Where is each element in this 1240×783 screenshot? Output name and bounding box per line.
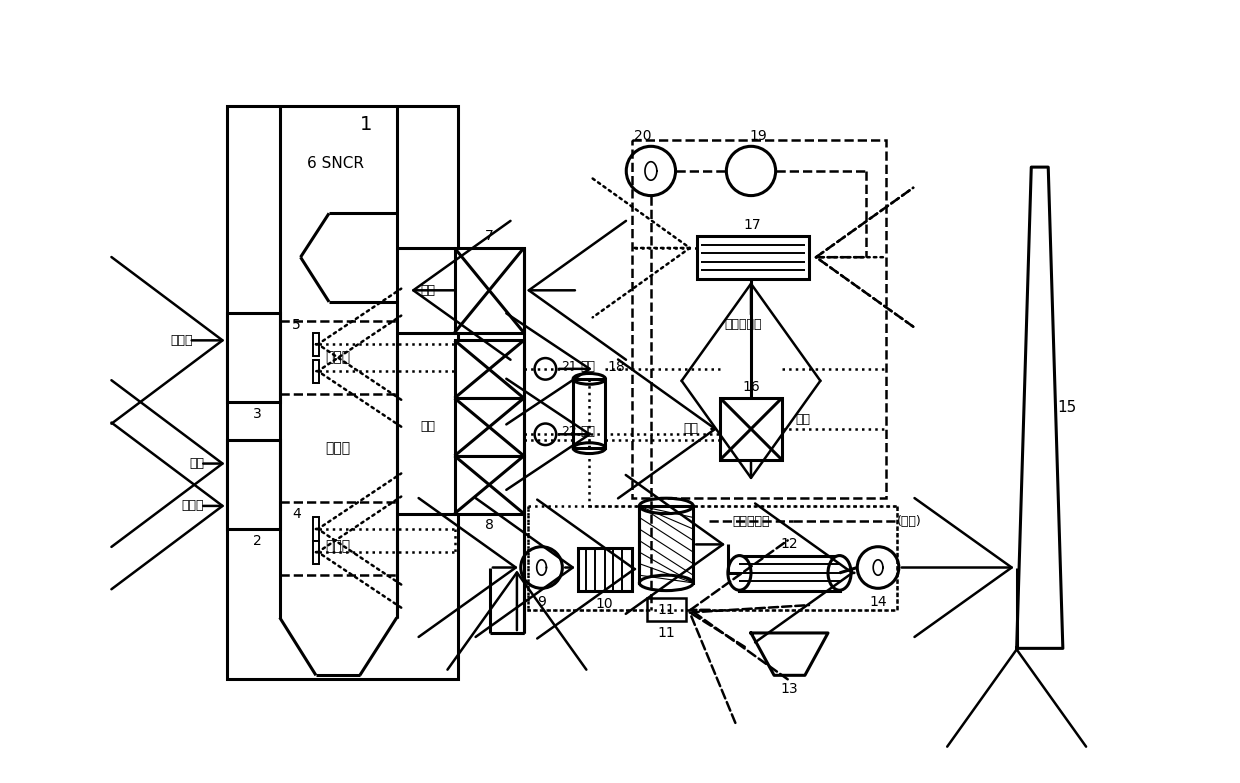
Text: 15: 15 xyxy=(1056,400,1076,415)
Bar xyxy=(455,248,523,333)
Bar xyxy=(647,598,686,622)
Text: 11: 11 xyxy=(657,603,675,617)
Text: 13: 13 xyxy=(781,682,799,696)
Text: 12: 12 xyxy=(781,537,799,551)
Text: 二次风: 二次风 xyxy=(182,500,205,512)
Text: 7: 7 xyxy=(485,229,494,244)
Text: 6 SNCR: 6 SNCR xyxy=(306,156,363,171)
Text: 16: 16 xyxy=(742,380,760,394)
Text: 空气: 空气 xyxy=(683,422,698,435)
Bar xyxy=(573,379,605,448)
Bar xyxy=(640,506,693,583)
Bar xyxy=(720,398,781,460)
Text: 17: 17 xyxy=(744,218,761,232)
Bar xyxy=(697,236,808,279)
Text: 9: 9 xyxy=(537,595,546,609)
Bar xyxy=(739,556,839,590)
Text: 4: 4 xyxy=(293,507,301,521)
Text: 燃尽风: 燃尽风 xyxy=(170,334,192,347)
Ellipse shape xyxy=(828,556,851,590)
Bar xyxy=(227,441,280,529)
Text: 2: 2 xyxy=(253,533,262,547)
Text: 给水: 给水 xyxy=(420,283,435,297)
Text: 汽轮机排汽: 汽轮机排汽 xyxy=(724,319,763,331)
Ellipse shape xyxy=(640,576,693,590)
Text: 11: 11 xyxy=(657,626,675,640)
Text: 22: 22 xyxy=(560,425,577,438)
Bar xyxy=(455,341,523,398)
Text: (可选): (可选) xyxy=(897,514,921,528)
Text: 5: 5 xyxy=(293,318,301,332)
Text: 燃尽区: 燃尽区 xyxy=(326,350,351,364)
Bar xyxy=(528,506,898,610)
Text: 3: 3 xyxy=(253,406,262,420)
Bar xyxy=(227,106,459,679)
Text: 8: 8 xyxy=(485,518,494,532)
Bar xyxy=(578,548,631,590)
Text: 液氮或氮气: 液氮或氮气 xyxy=(733,514,770,528)
Text: 1: 1 xyxy=(360,115,372,134)
Ellipse shape xyxy=(728,556,751,590)
Bar xyxy=(631,140,885,498)
Text: 19: 19 xyxy=(750,129,768,143)
Text: 空气: 空气 xyxy=(580,425,595,438)
Text: 空气: 空气 xyxy=(580,360,595,373)
Text: 21: 21 xyxy=(560,360,577,373)
Text: 液氧: 液氧 xyxy=(796,413,811,426)
Text: 18: 18 xyxy=(608,360,625,374)
Bar xyxy=(312,359,319,383)
Bar xyxy=(312,540,319,564)
Text: 14: 14 xyxy=(869,595,887,609)
Text: 次风: 次风 xyxy=(190,457,205,470)
Bar xyxy=(227,313,280,402)
Bar xyxy=(312,333,319,355)
Bar xyxy=(455,456,523,514)
Text: 10: 10 xyxy=(596,597,614,612)
Bar xyxy=(455,398,523,456)
Text: 纯氧: 纯氧 xyxy=(420,420,435,433)
Text: 高温区: 高温区 xyxy=(326,539,351,553)
Bar xyxy=(312,518,319,540)
Text: 还原区: 还原区 xyxy=(326,441,351,455)
Text: 20: 20 xyxy=(635,129,652,143)
